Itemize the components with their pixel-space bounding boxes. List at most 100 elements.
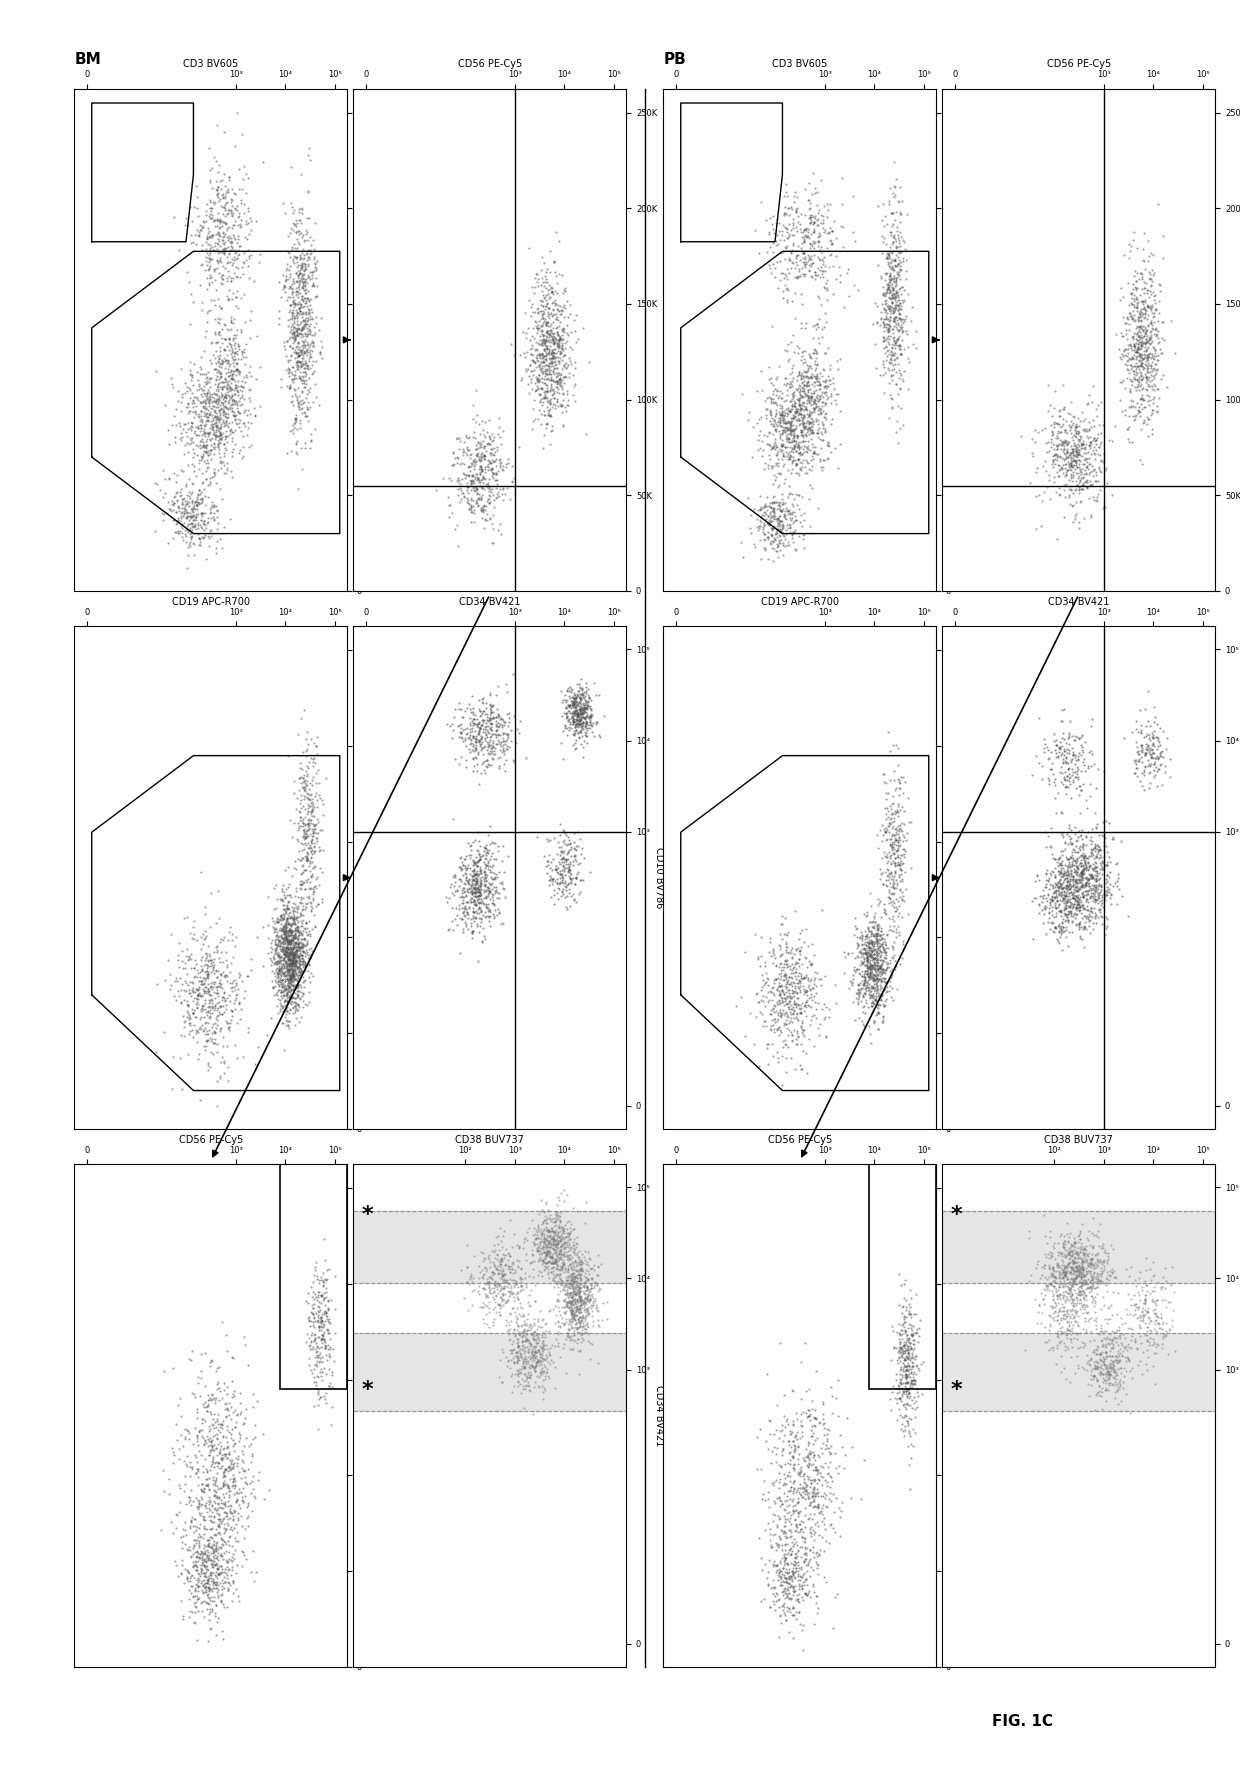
Point (563, 690, 583, 718)
Point (177, 991, 197, 1019)
Point (182, 410, 202, 438)
Point (1128, 333, 1148, 362)
Point (481, 695, 501, 723)
Point (304, 273, 324, 301)
Point (205, 422, 224, 450)
Point (536, 264, 556, 293)
Point (549, 1229, 569, 1257)
Point (818, 365, 838, 394)
Point (573, 1308, 593, 1337)
Point (293, 908, 312, 936)
Point (1058, 723, 1078, 752)
Point (278, 934, 298, 963)
Point (559, 713, 579, 741)
Point (520, 1362, 539, 1390)
Point (185, 418, 205, 447)
Point (776, 1470, 796, 1498)
Point (463, 1277, 482, 1305)
Point (1065, 1296, 1085, 1324)
Point (799, 399, 818, 427)
Point (484, 874, 503, 902)
Point (227, 195, 247, 223)
Point (224, 989, 244, 1018)
Point (529, 340, 549, 369)
Point (1133, 344, 1153, 372)
Point (444, 872, 464, 901)
Point (805, 209, 825, 238)
Point (857, 922, 877, 950)
Point (477, 700, 497, 729)
Point (802, 473, 822, 502)
Point (174, 904, 193, 933)
Point (1061, 844, 1081, 872)
Point (221, 236, 241, 264)
Point (1140, 1323, 1159, 1351)
Point (181, 521, 201, 550)
Point (217, 216, 237, 245)
Point (861, 959, 880, 988)
Point (554, 1238, 574, 1266)
Point (268, 904, 288, 933)
Point (285, 947, 305, 975)
Point (1076, 473, 1096, 502)
Point (1115, 1362, 1135, 1390)
Point (1069, 436, 1089, 465)
Point (461, 904, 481, 933)
Point (1037, 1229, 1056, 1257)
Point (1066, 910, 1086, 938)
Point (268, 908, 288, 936)
Point (873, 947, 893, 975)
Point (1071, 1259, 1091, 1287)
Point (557, 840, 577, 869)
Point (893, 840, 913, 869)
Point (1075, 745, 1095, 773)
Point (198, 1019, 218, 1048)
Point (795, 1447, 815, 1475)
Point (284, 938, 304, 966)
Point (279, 938, 299, 966)
Point (879, 817, 899, 846)
Point (785, 1436, 805, 1464)
Point (775, 950, 795, 979)
Point (573, 743, 593, 771)
Point (191, 1482, 211, 1511)
Point (792, 261, 812, 289)
Point (879, 273, 899, 301)
Point (1100, 1319, 1120, 1347)
Point (294, 926, 314, 954)
Point (471, 441, 491, 470)
Point (577, 709, 596, 738)
Point (771, 1562, 791, 1590)
Point (799, 381, 818, 410)
Point (795, 376, 815, 404)
Point (790, 257, 810, 285)
Point (894, 810, 914, 839)
Point (801, 982, 821, 1011)
Point (1138, 730, 1158, 759)
Point (211, 404, 231, 433)
Point (786, 248, 806, 277)
Point (1140, 309, 1159, 337)
Point (464, 860, 484, 888)
Point (1054, 1319, 1074, 1347)
Point (580, 702, 600, 730)
Point (533, 1332, 553, 1360)
Point (198, 970, 218, 998)
Point (285, 927, 305, 956)
Point (1064, 1243, 1084, 1271)
Point (227, 1408, 247, 1436)
Point (794, 371, 813, 399)
Point (217, 248, 237, 277)
Point (1121, 1252, 1141, 1280)
Point (794, 996, 813, 1025)
Point (889, 239, 909, 268)
Point (461, 491, 481, 519)
Point (278, 929, 298, 957)
Point (877, 277, 897, 305)
Point (548, 839, 568, 867)
Point (536, 280, 556, 309)
Point (491, 1346, 511, 1374)
Point (522, 415, 542, 443)
Point (887, 332, 906, 360)
Point (212, 269, 232, 298)
